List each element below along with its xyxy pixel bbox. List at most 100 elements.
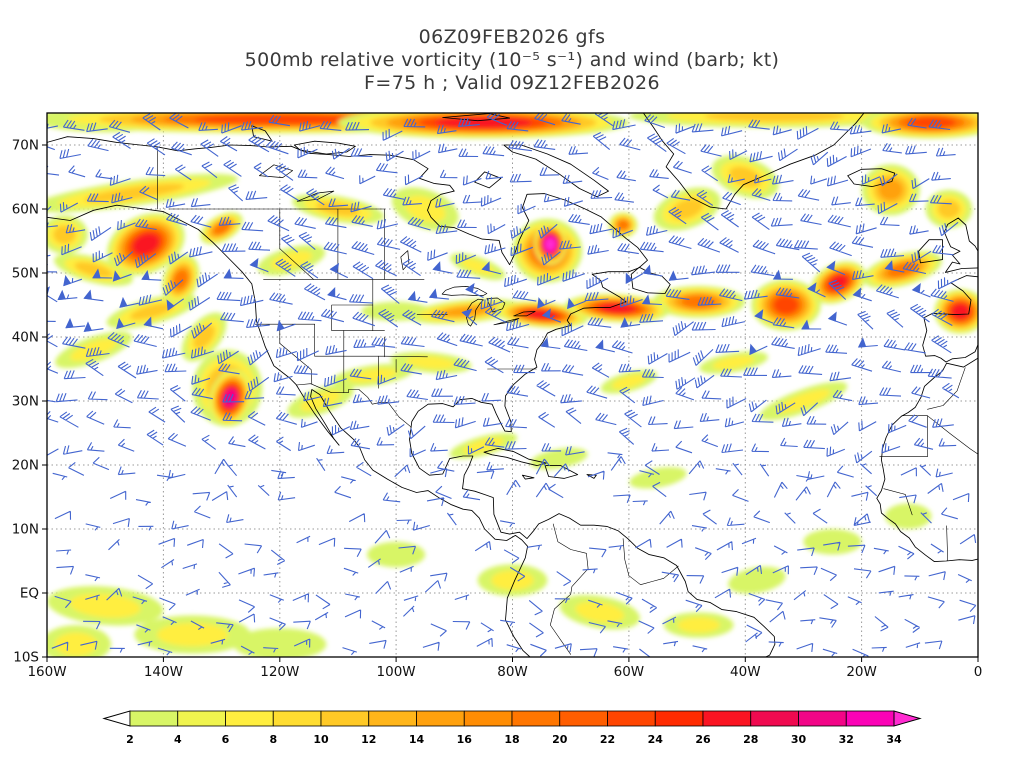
colorbar-above-arrow [893,710,922,727]
political-border [622,538,630,576]
colorbar-segment [177,710,226,727]
vorticity-feature [862,251,942,289]
vorticity-feature [367,541,426,568]
lat-tick-label: 60N [12,202,39,218]
vorticity-feature [47,586,164,626]
vorticity-feature [884,503,932,529]
lat-tick-label: 50N [12,266,39,282]
vorticity-feature [934,289,978,334]
lon-tick-label: 20W [846,664,877,680]
lat-tick-label: 20N [12,458,39,474]
vorticity-feature [629,467,687,489]
colorbar-segment [463,710,513,727]
lon-tick-label: 40W [730,664,761,680]
vorticity-feature [608,212,638,238]
colorbar-segment [225,710,274,727]
colorbar-tick-label: 8 [269,733,277,746]
colorbar-tick-label: 34 [886,733,902,746]
coastline [521,474,535,480]
coastline [474,171,502,189]
vorticity-feature [559,594,640,630]
coastlines-and-borders [47,113,978,657]
vorticity-feature [181,312,227,362]
wind-barb-strokes [47,113,977,657]
vorticity-feature [530,447,588,470]
colorbar-segment [511,710,561,727]
coastline [442,113,511,122]
lake-outline [466,298,484,327]
colorbar-tick-label: 22 [600,733,615,746]
coastline [290,145,776,657]
vorticity-feature [925,189,973,229]
lake-outline [441,286,488,296]
colorbar-tick-label: 32 [839,733,854,746]
lon-tick-label: 60W [614,664,645,680]
political-border [927,367,966,410]
political-border [628,565,679,585]
colorbar-segment [654,710,704,727]
coastline [876,357,978,563]
vorticity-feature [653,187,721,231]
colorbar-tick-label: 26 [695,733,711,746]
colorbar: 2 4 6 8 10 12 14 16 18 20 22 24 26 28 30 32 34 [102,710,922,746]
coastline [943,217,978,273]
lake-outline [513,311,536,317]
coastline [293,140,356,155]
coastline [503,144,609,198]
colorbar-segment [750,710,799,727]
political-border [296,383,412,428]
political-border [927,415,978,455]
chart-title-line2: 500mb relative vorticity (10⁻⁵ s⁻¹) and … [244,49,780,71]
coastline [544,465,579,479]
wind-barb-pennants [47,257,921,356]
vorticity-feature [449,432,518,459]
colorbar-tick-label: 16 [457,733,473,746]
chart-title-line1: 06Z09FEB2026 gfs [418,26,606,48]
colorbar-segment [320,710,370,727]
political-border [883,488,913,516]
vorticity-feature [728,566,786,594]
colorbar-segment [559,710,608,727]
coastline [251,125,273,142]
vorticity-feature [803,529,862,555]
vorticity-feature [711,155,779,199]
lon-tick-label: 80W [497,664,528,680]
coastline [918,239,943,264]
chart-title-block: 06Z09FEB2026 gfs 500mb relative vorticit… [0,26,1024,95]
vorticity-shading [47,113,978,657]
vorticity-feature [564,293,670,323]
colorbar-tick-label: 12 [361,733,376,746]
colorbar-segment [129,710,179,727]
lat-tick-label: 10N [12,522,39,538]
vorticity-feature [107,212,185,276]
lon-tick-label: 100W [377,664,416,680]
colorbar-segment [416,710,465,727]
colorbar-tick-label: 18 [504,733,519,746]
vorticity-feature [337,113,629,139]
colorbar-tick-label: 20 [552,733,568,746]
colorbar-segment [845,710,895,727]
vorticity-feature [257,244,326,276]
vorticity-feature [209,369,252,427]
chart-title-line3: F=75 h ; Valid 09Z12FEB2026 [364,72,660,94]
colorbar-segment [798,710,847,727]
vorticity-feature [759,381,848,421]
colorbar-segment [607,710,656,727]
colorbar-segment [702,710,752,727]
political-border [550,523,589,655]
lat-tick-label: 10S [13,650,39,666]
colorbar-segment [272,710,322,727]
vorticity-feature [47,215,88,254]
vorticity-feature [233,628,327,657]
coastline [922,275,978,363]
colorbar-tick-label: 28 [743,733,758,746]
vorticity-feature [534,223,567,265]
vorticity-feature [200,212,243,245]
colorbar-tick-label: 24 [648,733,664,746]
colorbar-tick-label: 10 [313,733,329,746]
vorticity-feature [54,253,133,287]
lat-tick-label: 70N [12,138,39,154]
vorticity-feature [391,187,459,231]
coastline [630,266,671,294]
